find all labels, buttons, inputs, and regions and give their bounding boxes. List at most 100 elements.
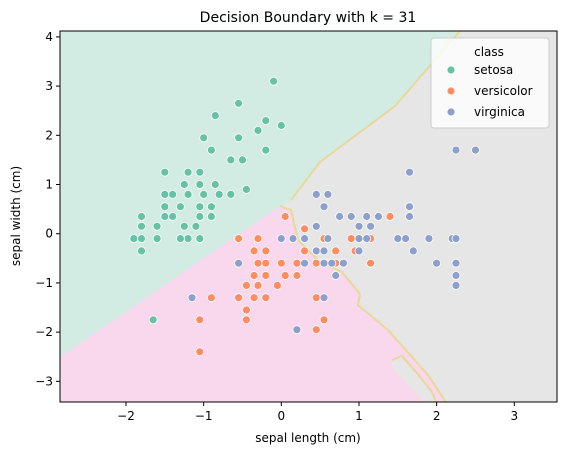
virginica-point xyxy=(311,189,321,199)
virginica-point xyxy=(451,234,461,244)
x-tick-label: 0 xyxy=(278,409,286,423)
setosa-point xyxy=(137,246,146,256)
x-tick-label: 1 xyxy=(355,409,363,423)
x-axis-ticks: −2 −1 0 1 2 3 xyxy=(117,402,518,423)
versicolor-point xyxy=(261,246,271,256)
versicolor-point xyxy=(206,293,216,303)
y-tick-label: 1 xyxy=(45,178,53,192)
setosa-point xyxy=(168,212,178,221)
virginica-point xyxy=(354,221,364,231)
x-tick-label: −1 xyxy=(195,409,213,423)
virginica-point xyxy=(373,212,383,221)
setosa-boundary-line xyxy=(290,31,461,201)
virginica-point xyxy=(323,189,333,199)
virginica-point xyxy=(311,246,321,256)
x-tick-label: 2 xyxy=(433,409,441,423)
versicolor-point xyxy=(385,212,395,221)
virginica-point xyxy=(319,246,329,256)
virginica-point xyxy=(311,221,321,231)
setosa-point xyxy=(206,212,216,221)
legend-label-setosa: setosa xyxy=(474,63,513,77)
virginica-point xyxy=(331,271,341,280)
setosa-point xyxy=(168,189,178,199)
versicolor-point xyxy=(292,258,302,268)
y-tick-label: 4 xyxy=(45,30,53,44)
virginica-point xyxy=(366,221,376,231)
virginica-point xyxy=(432,258,442,268)
virginica-point xyxy=(323,234,333,244)
setosa-point xyxy=(175,234,185,244)
virginica-point xyxy=(451,258,461,268)
virginica-point xyxy=(327,258,337,268)
setosa-point xyxy=(214,189,224,199)
setosa-point xyxy=(276,121,286,130)
setosa-point xyxy=(210,180,220,189)
setosa-point xyxy=(210,111,220,120)
versicolor-point xyxy=(249,293,259,303)
y-tick-label: −2 xyxy=(35,325,53,339)
setosa-point xyxy=(160,212,170,221)
versicolor-point xyxy=(280,212,290,221)
setosa-point xyxy=(152,221,162,231)
versicolor-point xyxy=(249,271,259,280)
setosa-point xyxy=(226,189,236,199)
setosa-point xyxy=(234,133,244,143)
virginica-point xyxy=(234,258,244,268)
virginica-point xyxy=(319,258,329,268)
setosa-point xyxy=(241,184,251,194)
versicolor-point xyxy=(311,325,321,335)
virginica-point xyxy=(300,258,310,268)
setosa-point xyxy=(148,315,158,325)
legend-label-versicolor: versicolor xyxy=(474,84,533,98)
versicolor-boundary-line xyxy=(279,205,447,402)
versicolor-point xyxy=(292,271,302,280)
setosa-point xyxy=(195,212,205,221)
versicolor-point xyxy=(300,224,310,234)
virginica-point xyxy=(338,258,348,268)
versicolor-point xyxy=(366,258,376,268)
virginica-point xyxy=(276,234,286,244)
setosa-point xyxy=(179,180,189,189)
setosa-point xyxy=(253,125,263,135)
versicolor-point xyxy=(311,258,321,268)
y-tick-label: −3 xyxy=(35,374,53,388)
setosa-point xyxy=(261,116,271,125)
legend-box xyxy=(430,37,550,129)
virginica-point xyxy=(405,202,414,212)
legend-marker-virginica xyxy=(446,107,456,117)
virginica-point xyxy=(424,234,434,244)
versicolor-point xyxy=(331,246,341,256)
setosa-point xyxy=(183,167,193,177)
setosa-point xyxy=(261,145,271,155)
setosa-point xyxy=(195,234,205,244)
setosa-point xyxy=(160,189,170,199)
legend-marker-setosa xyxy=(446,65,456,75)
versicolor-point xyxy=(280,271,290,280)
setosa-point xyxy=(199,133,209,143)
versicolor-point xyxy=(272,280,282,290)
virginica-point xyxy=(354,246,364,256)
versicolor-point xyxy=(346,234,356,244)
virginica-point xyxy=(471,145,480,155)
y-axis-ticks: −3 −2 −1 0 1 2 3 4 xyxy=(35,30,60,388)
versicolor-point xyxy=(300,246,310,256)
setosa-point xyxy=(206,202,216,212)
setosa-point xyxy=(226,155,236,165)
setosa-point xyxy=(152,234,162,244)
virginica-point xyxy=(362,212,372,221)
setosa-point xyxy=(137,221,146,231)
setosa-point xyxy=(195,167,205,177)
versicolor-point xyxy=(261,293,271,303)
setosa-point xyxy=(234,98,244,108)
setosa-point xyxy=(137,212,146,221)
virginica-point xyxy=(187,293,197,303)
virginica-point xyxy=(288,234,298,244)
virginica-point xyxy=(300,234,310,244)
virginica-point xyxy=(405,212,414,221)
virginica-point xyxy=(346,212,356,221)
versicolor-point xyxy=(253,258,263,268)
y-axis-label: sepal width (cm) xyxy=(9,166,23,266)
virginica-point xyxy=(405,167,414,177)
scatter-points xyxy=(129,76,480,357)
virginica-point xyxy=(401,234,411,244)
